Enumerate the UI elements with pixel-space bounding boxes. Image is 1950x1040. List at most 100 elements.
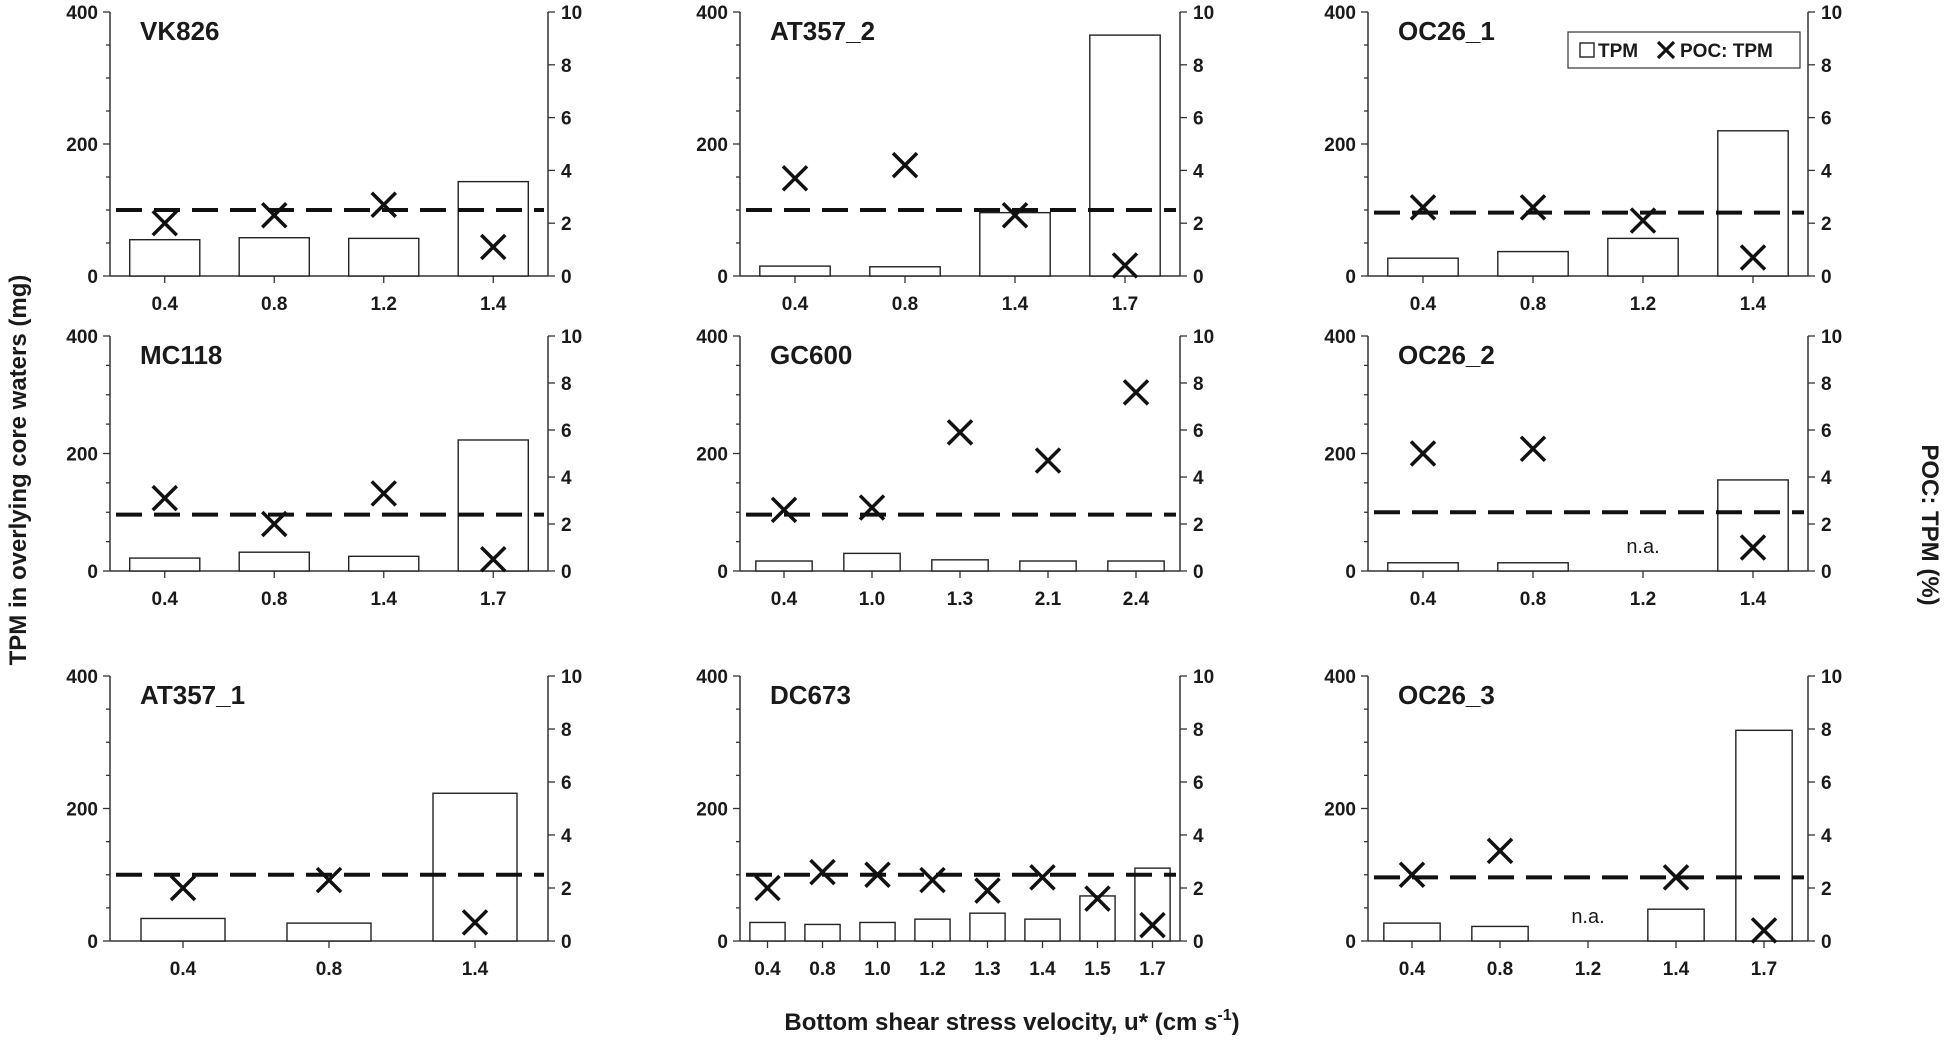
poc-tpm-marker — [891, 151, 919, 179]
marker-stroke — [1398, 861, 1426, 888]
y-tick-label-right: 4 — [1193, 161, 1204, 182]
marker-stroke — [1629, 207, 1657, 234]
y-tick-label-right: 4 — [1821, 826, 1832, 847]
y-tick-label-right: 8 — [1193, 56, 1204, 77]
y-tick-label-right: 6 — [561, 109, 572, 130]
y-tick-label-right: 10 — [1193, 327, 1214, 348]
marker-stroke — [480, 546, 507, 573]
y-axis-title-left: TPM in overlying core waters (mg) — [5, 275, 32, 666]
y-tick-label-right: 8 — [561, 374, 572, 395]
poc-tpm-marker — [151, 484, 178, 512]
panel-oc26-1: 0 200 400 0 2 4 6 8 10 0.4 0.8 1.2 1.4 OC26_1 TPM POC: … — [1324, 3, 1842, 315]
marker-stroke — [1739, 534, 1767, 561]
y-tick-label-right: 0 — [561, 932, 572, 953]
tpm-bar — [1735, 729, 1793, 942]
tpm-bar — [238, 551, 310, 572]
tpm-bar — [457, 439, 529, 572]
y-tick-label-right: 2 — [1821, 214, 1832, 235]
y-tick-label-left: 400 — [66, 3, 98, 24]
marker-stroke — [891, 151, 919, 179]
y-tick-label-right: 4 — [1193, 826, 1204, 847]
tpm-bar — [129, 557, 201, 572]
panel-vk826: 0 200 400 0 2 4 6 8 10 0.4 0.8 1.2 1.4 VK826 — [66, 3, 582, 315]
tpm-bar — [1607, 237, 1679, 277]
legend-ratio-label: POC: TPM — [1680, 41, 1773, 62]
x-axis-title-main: Bottom shear stress velocity, u* (cm s — [784, 1009, 1217, 1036]
x-tick-label: 1.7 — [1112, 294, 1138, 315]
panel-title: AT357_1 — [140, 680, 245, 710]
x-tick-label: 1.4 — [1002, 294, 1029, 315]
panel-title: DC673 — [770, 680, 851, 710]
marker-stroke — [781, 165, 809, 192]
y-tick-label-right: 10 — [1193, 3, 1214, 24]
y-tick-label-left: 0 — [87, 562, 98, 583]
y-tick-label-left: 0 — [717, 932, 728, 953]
x-tick-label: 1.0 — [864, 959, 890, 980]
panel-at357-1: 0 200 400 0 2 4 6 8 10 0.4 0.8 1.4 AT357_1 — [66, 667, 582, 980]
tpm-bar — [843, 552, 901, 572]
panel-dc673: 0 200 400 0 2 4 6 8 10 0.4 0.8 1.0 1.2 1.3 1.4 1.5 1.7 DC… — [696, 667, 1214, 980]
y-tick-label-right: 10 — [561, 327, 582, 348]
marker-stroke — [1139, 911, 1166, 939]
x-tick-label: 0.8 — [1487, 959, 1513, 980]
marker-stroke — [370, 480, 397, 507]
y-tick-label-left: 400 — [696, 667, 728, 688]
y-tick-label-right: 0 — [1193, 267, 1204, 288]
y-tick-label-right: 4 — [561, 826, 572, 847]
x-tick-label: 1.7 — [1139, 959, 1165, 980]
y-tick-label-right: 10 — [1821, 3, 1842, 24]
panel-gc600: 0 200 400 0 2 4 6 8 10 0.4 1.0 1.3 2.1 2.4 GC600 — [696, 327, 1214, 610]
tpm-bar — [1107, 560, 1165, 572]
marker-stroke — [1656, 40, 1676, 60]
x-tick-label: 1.4 — [1740, 294, 1767, 315]
x-tick-label: 0.8 — [1520, 589, 1546, 610]
x-tick-label: 1.2 — [1630, 589, 1656, 610]
marker-stroke — [919, 866, 946, 894]
poc-tpm-marker — [946, 419, 974, 446]
tpm-bar — [1387, 562, 1459, 572]
y-tick-label-right: 2 — [1821, 515, 1832, 536]
y-tick-label-right: 10 — [1193, 667, 1214, 688]
x-axis-title-tail: ) — [1232, 1009, 1240, 1036]
x-tick-label: 1.4 — [1029, 959, 1056, 980]
y-tick-label-right: 0 — [561, 267, 572, 288]
x-axis-title: Bottom shear stress velocity, u* (cm s-1… — [784, 1007, 1239, 1036]
poc-tpm-marker — [1409, 194, 1437, 221]
x-tick-label: 0.8 — [1520, 294, 1546, 315]
tpm-bar — [1471, 925, 1529, 942]
poc-tpm-marker — [1122, 379, 1150, 406]
tpm-bar — [1079, 895, 1116, 942]
x-tick-label: 1.7 — [480, 589, 506, 610]
legend-tpm-label: TPM — [1598, 41, 1638, 62]
panel-oc26-3: 0 200 400 0 2 4 6 8 10 0.4 0.8 1.2 1.4 1.7 n.a. OC26_3 — [1324, 667, 1842, 980]
tpm-bar — [1497, 562, 1569, 572]
poc-tpm-marker — [1629, 207, 1657, 234]
y-tick-label-right: 8 — [1193, 374, 1204, 395]
marker-stroke — [461, 909, 489, 936]
panel-title: GC600 — [770, 340, 852, 370]
y-tick-label-right: 2 — [561, 214, 572, 235]
y-tick-label-left: 400 — [696, 3, 728, 24]
y-tick-label-left: 200 — [696, 445, 728, 466]
x-tick-label: 0.4 — [1399, 959, 1426, 980]
y-tick-label-right: 6 — [1821, 421, 1832, 442]
legend-ratio-marker — [1656, 40, 1676, 60]
tpm-bar — [859, 921, 896, 942]
y-tick-label-right: 10 — [1821, 327, 1842, 348]
poc-tpm-marker — [864, 861, 891, 888]
tpm-bar — [1647, 908, 1705, 942]
tpm-bar — [1387, 257, 1459, 277]
marker-stroke — [261, 510, 288, 538]
poc-tpm-marker — [1001, 202, 1029, 229]
tpm-bar — [1089, 34, 1161, 277]
poc-tpm-marker — [1739, 534, 1767, 561]
marker-stroke — [1084, 885, 1111, 912]
y-tick-label-right: 4 — [561, 468, 572, 489]
poc-tpm-marker — [1486, 837, 1514, 865]
x-tick-label: 1.4 — [480, 294, 507, 315]
x-tick-label: 0.8 — [892, 294, 918, 315]
x-tick-label: 1.3 — [947, 589, 973, 610]
x-tick-label: 2.1 — [1035, 589, 1062, 610]
